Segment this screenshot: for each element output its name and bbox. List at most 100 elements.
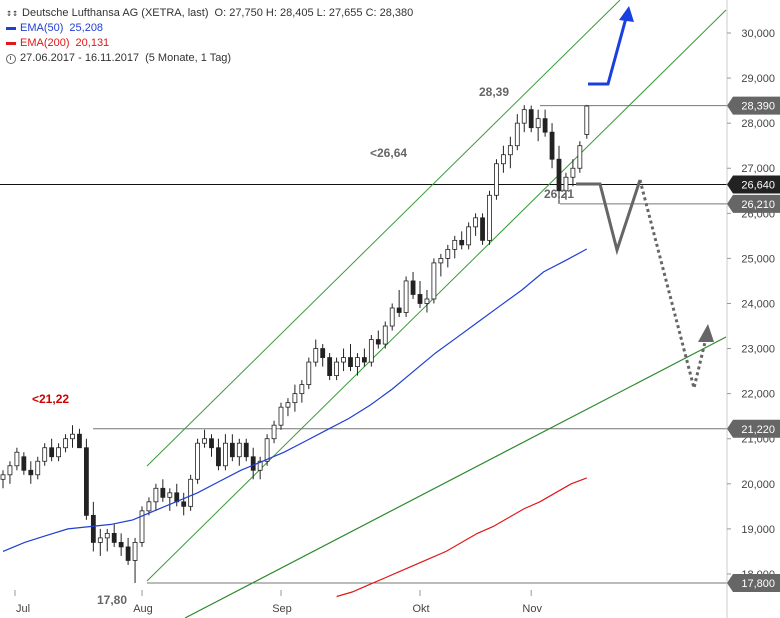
candle-body (327, 357, 333, 377)
candle-body (361, 357, 367, 363)
candle-body (299, 384, 305, 395)
candle-body (341, 357, 346, 363)
clock-icon (6, 53, 16, 64)
y-tick-label: 27,000 (741, 163, 775, 175)
candle-body (167, 492, 173, 498)
price-label-text: 28,390 (741, 101, 775, 113)
candle-body (257, 460, 263, 471)
candle-body (35, 460, 41, 476)
candle-body (139, 510, 145, 543)
candle-body (452, 239, 458, 250)
ema200-swatch (6, 42, 16, 45)
candle-body (264, 438, 270, 462)
level-annotation: 17,80 (97, 593, 127, 607)
scenario-path-solid (576, 179, 642, 256)
candle-body (570, 167, 576, 178)
candle-body (563, 176, 569, 192)
candle-body (278, 406, 284, 426)
candle-body (396, 307, 402, 313)
candle-body (42, 447, 48, 462)
legend-period: 27.06.2017 - 16.11.2017 (20, 52, 140, 64)
candle-body (97, 537, 103, 543)
x-tick-label: Jul (16, 603, 30, 615)
x-tick-label: Okt (412, 603, 429, 615)
level-annotation: 26,21 (544, 187, 574, 201)
candle-body (403, 280, 409, 313)
candle-body (417, 294, 423, 304)
legend-period-detail: (5 Monate, 1 Tag) (145, 52, 232, 64)
time-axis: Jul Aug Sep Okt Nov (14, 590, 542, 615)
candle-body (104, 532, 110, 539)
candle-body (535, 118, 541, 129)
candle-body (222, 442, 228, 467)
candle-body (0, 474, 6, 480)
candle-body (84, 447, 89, 516)
breakout-arrowhead (619, 6, 634, 22)
candle-body (132, 542, 138, 561)
legend-ema50-row: EMA(50) 25,208 (6, 21, 413, 36)
candle-body (250, 456, 256, 471)
candle-body (111, 532, 117, 543)
candle-body (556, 158, 562, 192)
scenario-path-dotted (638, 179, 708, 389)
candle-body (49, 447, 55, 458)
y-tick-label: 24,000 (741, 298, 775, 310)
candle-body (480, 217, 485, 241)
legend-ohlc: O: 27,750 H: 28,405 L: 27,655 C: 28,380 (214, 7, 414, 19)
candle-body (549, 131, 555, 160)
y-tick-label: 22,000 (741, 389, 775, 401)
x-tick-label: Nov (522, 603, 542, 615)
price-label-text: 21,220 (741, 424, 775, 436)
legend-period-row: 27.06.2017 - 16.11.2017 (5 Monate, 1 Tag… (6, 51, 413, 66)
candle-body (514, 122, 520, 147)
chart-annotations: 28,39 <26,64 26,21 <21,22 17,80 (32, 6, 714, 607)
breakout-arrow-line (588, 17, 628, 86)
candle-body (431, 262, 437, 300)
candle-body (7, 465, 13, 476)
scenario-arrowhead (698, 324, 714, 342)
candle-body (181, 501, 187, 507)
ema-lines (2, 248, 588, 598)
candlestick-series (0, 104, 590, 583)
candle-body (188, 478, 194, 507)
candle-body (507, 145, 513, 156)
y-tick-label: 29,000 (741, 73, 775, 85)
candlestick-icon: ↕↕ (6, 8, 19, 19)
price-label-text: 26,640 (741, 179, 775, 191)
chart-legend: ↕↕ Deutsche Lufthansa AG (XETRA, last) O… (6, 6, 413, 66)
y-tick-label: 19,000 (741, 524, 775, 536)
candle-body (382, 325, 388, 345)
price-label-box (727, 573, 780, 592)
candle-body (285, 402, 291, 408)
candle-body (348, 357, 353, 367)
support-trendline (184, 336, 727, 618)
candle-body (528, 109, 534, 129)
candle-body (542, 118, 548, 133)
candle-body (146, 501, 152, 512)
y-tick-label: 30,000 (741, 28, 775, 40)
channel-upper-line (146, 0, 621, 467)
candle-body (313, 348, 319, 363)
candle-body (77, 433, 82, 449)
candle-body (466, 226, 472, 246)
ema50-label: EMA(50) (20, 22, 64, 34)
candle-body (202, 438, 207, 444)
candle-body (195, 442, 201, 480)
ema50-line (2, 248, 588, 552)
candle-body (368, 339, 374, 363)
candle-body (125, 546, 131, 561)
ema200-value: 20,131 (75, 37, 110, 49)
candle-body (243, 442, 249, 458)
ema50-value: 25,208 (69, 22, 104, 34)
price-label-box (727, 175, 780, 194)
candle-body (292, 393, 298, 404)
candle-body (320, 348, 326, 358)
candle-body (271, 424, 277, 440)
candle-body (70, 433, 75, 440)
candle-body (500, 154, 506, 165)
candle-body (306, 361, 312, 386)
candle-body (118, 542, 124, 548)
candle-body (473, 217, 479, 228)
candle-body (355, 357, 360, 367)
price-label-box (727, 194, 780, 213)
